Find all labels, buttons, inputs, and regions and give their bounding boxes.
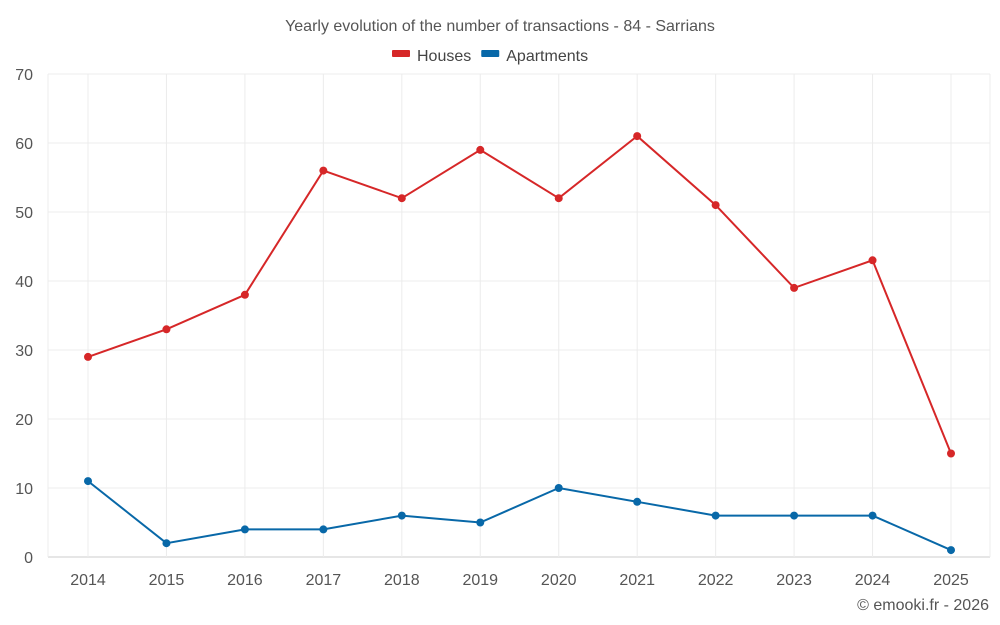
y-tick-label: 60: [15, 136, 33, 153]
series-houses: [84, 132, 955, 458]
x-tick-label: 2016: [227, 572, 263, 589]
y-tick-label: 0: [24, 550, 33, 567]
data-point: [397, 194, 406, 203]
data-point: [319, 166, 328, 175]
y-tick-label: 10: [15, 481, 33, 498]
x-tick-label: 2022: [698, 572, 734, 589]
data-point: [84, 477, 92, 486]
data-point: [240, 290, 249, 299]
data-point: [397, 511, 406, 520]
data-point: [554, 194, 563, 203]
x-tick-label: 2020: [541, 572, 577, 589]
data-point: [476, 145, 485, 154]
x-tick-label: 2019: [462, 572, 498, 589]
data-point: [711, 511, 720, 520]
data-point: [947, 546, 955, 555]
data-point: [476, 518, 485, 527]
grid: [47, 73, 991, 558]
y-tick-label: 70: [15, 67, 33, 84]
data-point: [790, 283, 799, 292]
x-tick-label: 2017: [306, 572, 342, 589]
y-tick-label: 20: [15, 412, 33, 429]
data-point: [162, 325, 171, 334]
legend-label-houses: Houses: [417, 48, 471, 65]
data-point: [711, 201, 720, 210]
x-tick-label: 2021: [619, 572, 655, 589]
data-point: [868, 256, 877, 265]
legend-swatch-apartments: [481, 50, 500, 57]
y-tick-label: 40: [15, 274, 33, 291]
legend-swatch-houses: [392, 50, 410, 57]
x-tick-label: 2024: [855, 572, 891, 589]
data-point: [633, 132, 642, 141]
data-point: [319, 525, 328, 534]
y-tick-label: 50: [15, 205, 33, 222]
x-tick-label: 2025: [933, 572, 969, 589]
data-point: [790, 511, 799, 520]
series-line-houses: [87, 134, 952, 454]
series-apartments: [84, 477, 955, 555]
data-point: [633, 497, 642, 506]
axes: 0 10 20 30 40 50 60 70 2014 2015 2016 2017 2018 2019 2…: [15, 67, 969, 589]
data-point: [162, 539, 171, 548]
data-point: [554, 484, 563, 492]
data-point: [947, 449, 955, 458]
data-point: [240, 525, 249, 534]
x-tick-label: 2014: [70, 572, 106, 589]
y-tick-label: 30: [15, 343, 33, 360]
series: [84, 132, 955, 555]
legend-label-apartments: Apartments: [506, 48, 588, 65]
x-tick-label: 2015: [149, 572, 185, 589]
data-point: [84, 352, 92, 361]
x-tick-label: 2023: [776, 572, 812, 589]
chart-title: Yearly evolution of the number of transa…: [285, 18, 715, 35]
data-point: [868, 511, 877, 520]
credit-text: © emooki.fr - 2026: [857, 597, 989, 614]
series-line-apartments: [87, 480, 952, 552]
x-tick-label: 2018: [384, 572, 420, 589]
legend: Houses Apartments: [392, 48, 588, 65]
